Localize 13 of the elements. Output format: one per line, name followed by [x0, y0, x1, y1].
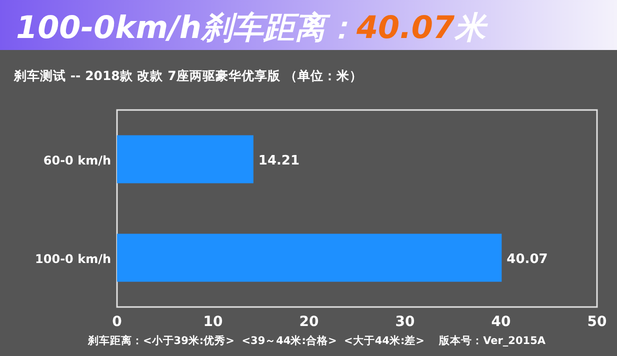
y-tick-label: 100-0 km/h: [35, 252, 111, 266]
x-tick-label: 30: [395, 314, 415, 330]
data-label: 40.07: [506, 252, 548, 267]
title: 100-0km/h刹车距离：40.07米: [16, 10, 486, 46]
x-tick-label: 20: [299, 314, 319, 330]
x-tick-label: 50: [587, 314, 607, 330]
x-tick-label: 0: [112, 314, 122, 330]
chart-subtitle: 刹车测试 -- 2018款 改款 7座两驱豪华优享版 （单位：米）: [13, 68, 363, 83]
data-label: 14.21: [258, 153, 300, 168]
x-tick-label: 40: [491, 314, 511, 330]
text: 刹车距离：<小于39米:优秀> <39～44米:合格> <大于44米:差> 版本号：Ver_2015A: [87, 334, 546, 347]
x-tick-label: 10: [203, 314, 223, 330]
y-tick-label: 60-0 km/h: [43, 153, 111, 168]
